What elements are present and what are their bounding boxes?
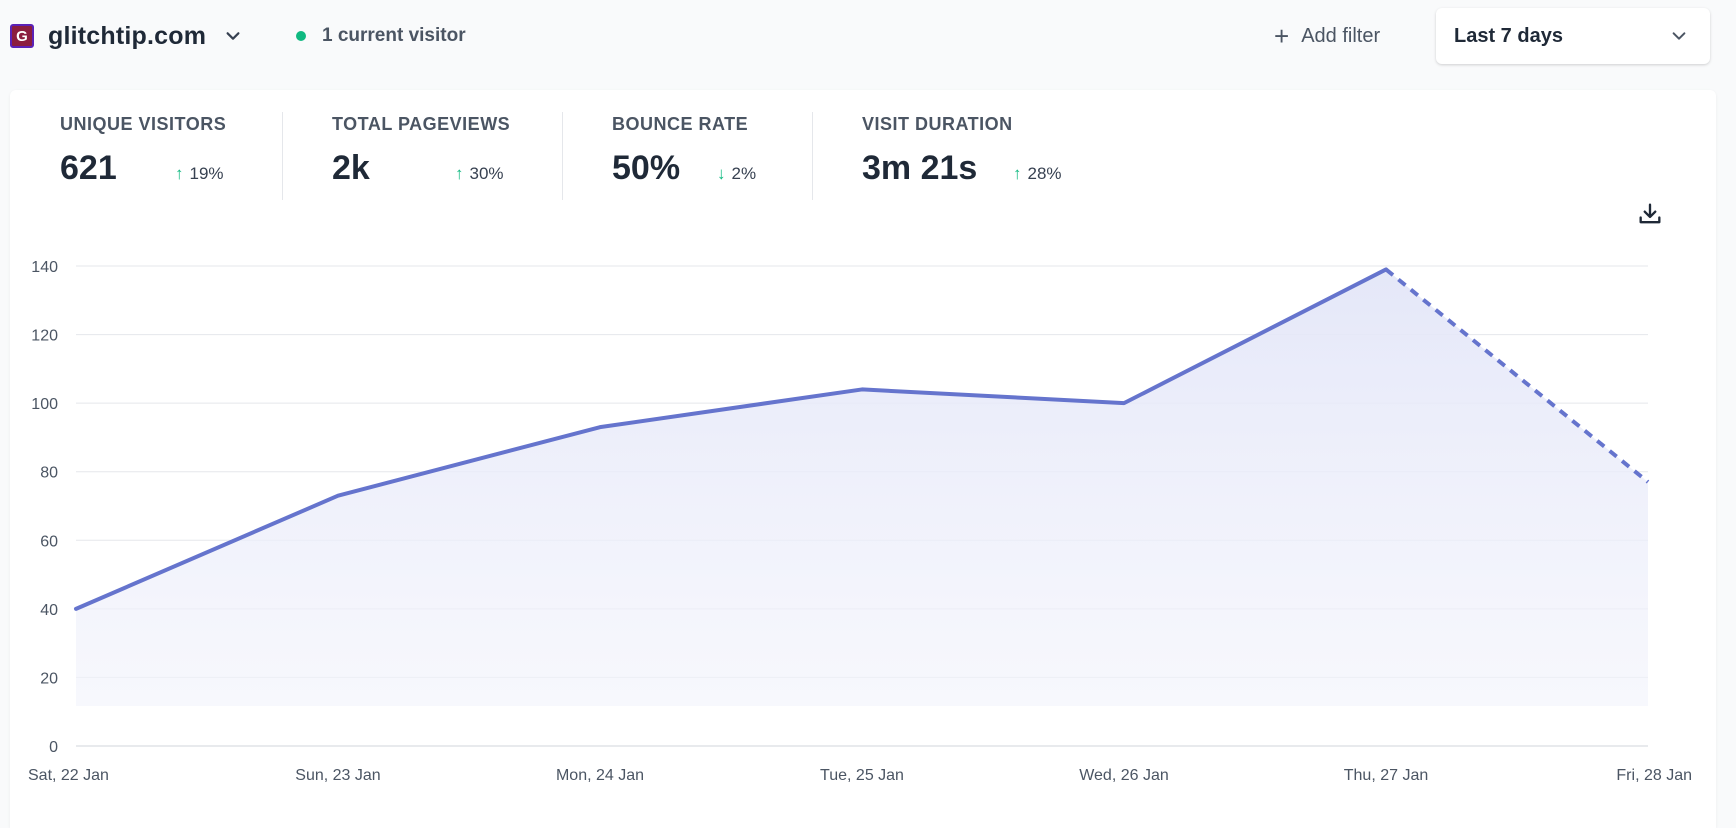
series-line xyxy=(74,267,1388,611)
area-fill xyxy=(76,269,1648,746)
arrow-up-icon: ↑ xyxy=(455,164,464,183)
stat-value: 3m 21s xyxy=(862,149,978,187)
stat-change: ↑ 30% xyxy=(455,164,504,184)
stat-label: BOUNCE RATE xyxy=(612,114,749,134)
chevron-down-icon xyxy=(1672,32,1686,40)
stat-change-value: 2% xyxy=(731,164,757,183)
top-bar: G glitchtip.com 1 current visitor + Add … xyxy=(0,0,1736,84)
stat-change: ↑ 28% xyxy=(1013,164,1062,184)
stat-change-value: 19% xyxy=(189,164,224,183)
y-tick-label: 60 xyxy=(40,533,58,550)
period-select[interactable]: Last 7 days xyxy=(1436,8,1710,64)
x-tick-label: Sat, 22 Jan xyxy=(28,767,109,784)
add-filter-label: Add filter xyxy=(1301,24,1381,47)
x-tick-label: Mon, 24 Jan xyxy=(556,767,644,784)
stat-change: ↓ 2% xyxy=(717,164,756,184)
stat-change: ↑ 19% xyxy=(175,164,224,184)
stat-value: 50% xyxy=(612,149,681,187)
site-name: glitchtip.com xyxy=(48,21,207,50)
x-tick-label: Fri, 28 Jan xyxy=(1616,767,1692,784)
y-tick-label: 80 xyxy=(40,465,58,482)
stat-value: 621 xyxy=(60,149,117,187)
x-tick-label: Tue, 25 Jan xyxy=(820,767,904,784)
x-tick-label: Thu, 27 Jan xyxy=(1344,767,1429,784)
stat-change-value: 30% xyxy=(469,164,504,183)
x-tick-label: Wed, 26 Jan xyxy=(1079,767,1169,784)
y-tick-label: 120 xyxy=(31,328,58,345)
stat-value: 2k xyxy=(332,149,370,187)
stat-change-value: 28% xyxy=(1027,164,1062,183)
chevron-down-icon xyxy=(226,32,240,40)
current-visitors-label: 1 current visitor xyxy=(322,25,466,46)
y-tick-label: 100 xyxy=(31,396,58,413)
plus-icon: + xyxy=(1274,21,1290,51)
series-line-partial xyxy=(1384,267,1650,484)
stat-divider xyxy=(282,112,283,200)
arrow-up-icon: ↑ xyxy=(175,164,184,183)
stat-divider xyxy=(562,112,563,200)
y-tick-label: 40 xyxy=(40,602,58,619)
arrow-up-icon: ↑ xyxy=(1013,164,1022,183)
stat-total-pageviews[interactable]: TOTAL PAGEVIEWS 2k ↑ 30% xyxy=(332,114,510,200)
site-switcher[interactable]: G glitchtip.com xyxy=(10,20,242,52)
add-filter-button[interactable]: + Add filter xyxy=(1274,22,1380,50)
x-tick-label: Sun, 23 Jan xyxy=(295,767,380,784)
y-tick-label: 0 xyxy=(49,739,58,756)
arrow-down-icon: ↓ xyxy=(717,164,726,183)
stat-label: TOTAL PAGEVIEWS xyxy=(332,114,511,134)
download-icon[interactable] xyxy=(1636,200,1664,228)
stat-label: VISIT DURATION xyxy=(862,114,1013,134)
current-visitors[interactable]: 1 current visitor xyxy=(296,24,466,48)
period-select-value: Last 7 days xyxy=(1454,24,1563,47)
stat-label: UNIQUE VISITORS xyxy=(60,114,227,134)
stat-unique-visitors[interactable]: UNIQUE VISITORS 621 ↑ 19% xyxy=(60,114,226,200)
site-favicon-icon: G xyxy=(10,24,34,48)
stat-bounce-rate[interactable]: BOUNCE RATE 50% ↓ 2% xyxy=(612,114,756,200)
stat-divider xyxy=(812,112,813,200)
stat-visit-duration[interactable]: VISIT DURATION 3m 21s ↑ 28% xyxy=(862,114,1062,200)
live-dot-icon xyxy=(296,31,306,41)
y-tick-label: 20 xyxy=(40,670,58,687)
y-tick-label: 140 xyxy=(31,259,58,276)
